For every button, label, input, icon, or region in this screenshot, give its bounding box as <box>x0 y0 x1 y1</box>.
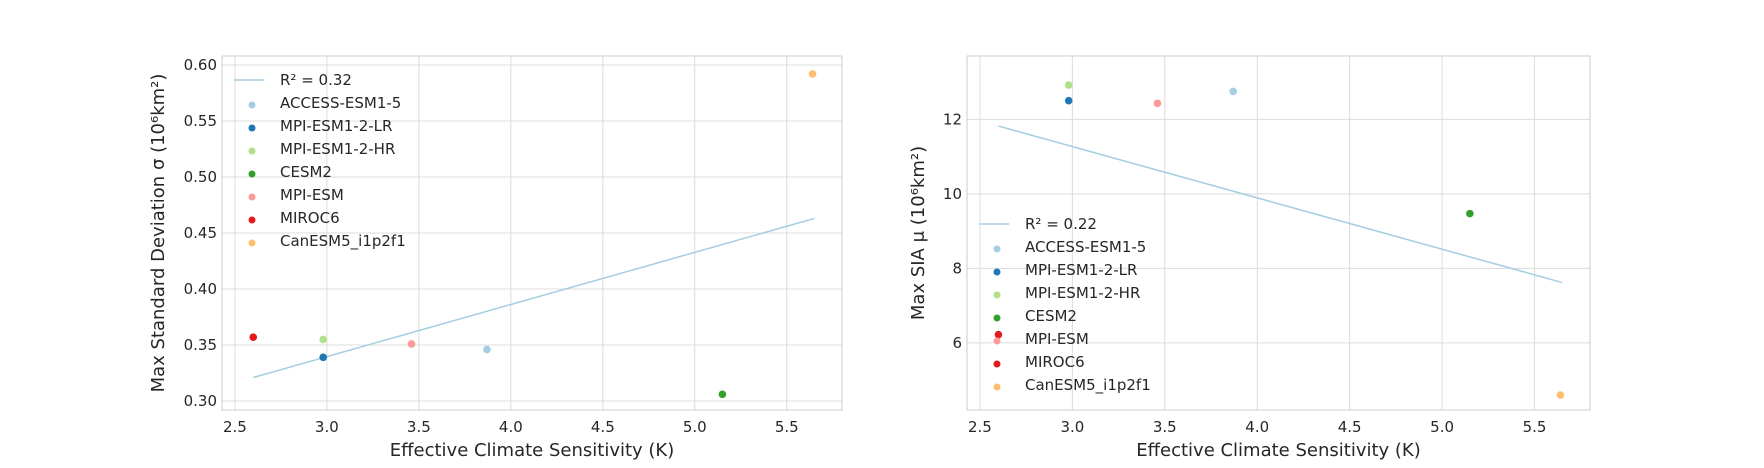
legend-swatch <box>993 291 1001 299</box>
chart-panel-2: 2.5 3.0 3.5 4.0 4.5 5.0 5.5 6 8 10 12 Effective Cli… <box>908 55 1591 461</box>
legend-swatch <box>993 268 1001 276</box>
legend: R² = 0.22 ACCESS-ESM1-5 MPI-ESM1-2-LR MPI-E… <box>979 215 1151 395</box>
plot-frame <box>966 55 1591 411</box>
point-miroc6 <box>249 333 258 341</box>
point-access-esm1-5 <box>1229 87 1238 96</box>
y-tick-label: 0.30 <box>184 392 217 410</box>
y-tick-label: 0.60 <box>184 56 217 74</box>
legend-swatch <box>248 216 256 224</box>
point-access-esm1-5 <box>483 345 491 354</box>
legend-label: ACCESS-ESM1-5 <box>1025 238 1146 256</box>
legend-label: MPI-ESM1-2-HR <box>1025 284 1140 302</box>
regression-line <box>253 217 815 379</box>
x-tick-label: 5.5 <box>1523 418 1547 436</box>
legend-label: MIROC6 <box>280 209 340 227</box>
legend-label: CESM2 <box>280 163 332 181</box>
y-tick-label: 12 <box>943 110 962 128</box>
legend-swatch <box>248 147 256 155</box>
point-mpi-esm1-2-lr <box>319 353 327 362</box>
point-mpi-esm1-2-hr <box>1064 81 1073 89</box>
legend-label: ACCESS-ESM1-5 <box>280 94 401 112</box>
y-tick-label: 0.45 <box>184 224 217 242</box>
legend-swatch <box>248 101 256 109</box>
point-mpi-esm <box>1153 99 1162 108</box>
y-tick-label: 0.35 <box>184 336 217 354</box>
point-mpi-esm1-2-lr <box>1064 96 1073 105</box>
y-axis-label: Max Standard Deviation σ (10⁶km²) <box>148 74 169 393</box>
legend-label: CanESM5_i1p2f1 <box>1025 376 1151 395</box>
x-tick-label: 2.5 <box>223 418 247 436</box>
legend-swatch <box>248 193 256 201</box>
y-tick-label: 8 <box>952 259 962 277</box>
legend-swatch <box>248 124 256 132</box>
legend-label: MPI-ESM1-2-HR <box>280 140 395 158</box>
legend-label: MPI-ESM1-2-LR <box>1025 261 1137 279</box>
chart-panel-1: 2.5 3.0 3.5 4.0 4.5 5.0 5.5 0.30 0.35 0.40 0.45 0.5… <box>148 55 843 461</box>
y-tick-label: 6 <box>952 334 962 352</box>
x-tick-label: 4.0 <box>499 418 523 436</box>
legend-fit-label: R² = 0.32 <box>280 71 352 89</box>
point-cesm2 <box>1466 209 1474 218</box>
x-tick-label: 5.5 <box>775 418 799 436</box>
x-tick-label: 4.0 <box>1245 418 1269 436</box>
legend-swatch <box>993 314 1001 322</box>
point-mpi-esm1-2-hr <box>319 335 327 344</box>
y-tick-label: 0.50 <box>184 168 217 186</box>
x-tick-label: 4.5 <box>1338 418 1362 436</box>
y-tick-label: 0.55 <box>184 112 217 130</box>
x-tick-label: 2.5 <box>968 418 992 436</box>
x-tick-label: 3.5 <box>1153 418 1177 436</box>
y-axis-label: Max SIA μ (10⁶km²) <box>908 146 929 320</box>
regression-line <box>998 125 1563 284</box>
legend-label: CESM2 <box>1025 307 1077 325</box>
x-tick-label: 5.0 <box>683 418 707 436</box>
x-axis-label: Effective Climate Sensitivity (K) <box>390 440 675 461</box>
x-tick-label: 3.0 <box>1060 418 1084 436</box>
legend-label: MIROC6 <box>1025 353 1085 371</box>
point-mpi-esm <box>407 340 416 348</box>
legend-swatch <box>248 170 256 178</box>
point-miroc6 <box>994 330 1003 339</box>
x-tick-label: 4.5 <box>591 418 615 436</box>
x-tick-label: 3.0 <box>315 418 339 436</box>
legend-swatch <box>993 245 1001 253</box>
x-tick-label: 5.0 <box>1430 418 1454 436</box>
legend-swatch <box>993 383 1001 391</box>
legend: R² = 0.32 ACCESS-ESM1-5 MPI-ESM1-2-LR MPI-E… <box>234 71 406 251</box>
legend-swatch <box>248 239 256 247</box>
legend-label: MPI-ESM1-2-LR <box>280 117 392 135</box>
legend-label: CanESM5_i1p2f1 <box>280 232 406 251</box>
y-tick-label: 0.40 <box>184 280 217 298</box>
x-axis-label: Effective Climate Sensitivity (K) <box>1136 440 1421 461</box>
point-canesm5-i1p2f1 <box>1556 391 1565 399</box>
point-cesm2 <box>718 390 727 399</box>
legend-swatch <box>993 360 1001 368</box>
y-tick-label: 10 <box>943 185 962 203</box>
x-tick-label: 3.5 <box>407 418 431 436</box>
legend-label: MPI-ESM <box>1025 330 1089 348</box>
legend-label: MPI-ESM <box>280 186 344 204</box>
legend-fit-label: R² = 0.22 <box>1025 215 1097 233</box>
point-canesm5-i1p2f1 <box>808 70 817 78</box>
plot-frame <box>221 55 843 411</box>
legend-swatch <box>993 337 1001 345</box>
